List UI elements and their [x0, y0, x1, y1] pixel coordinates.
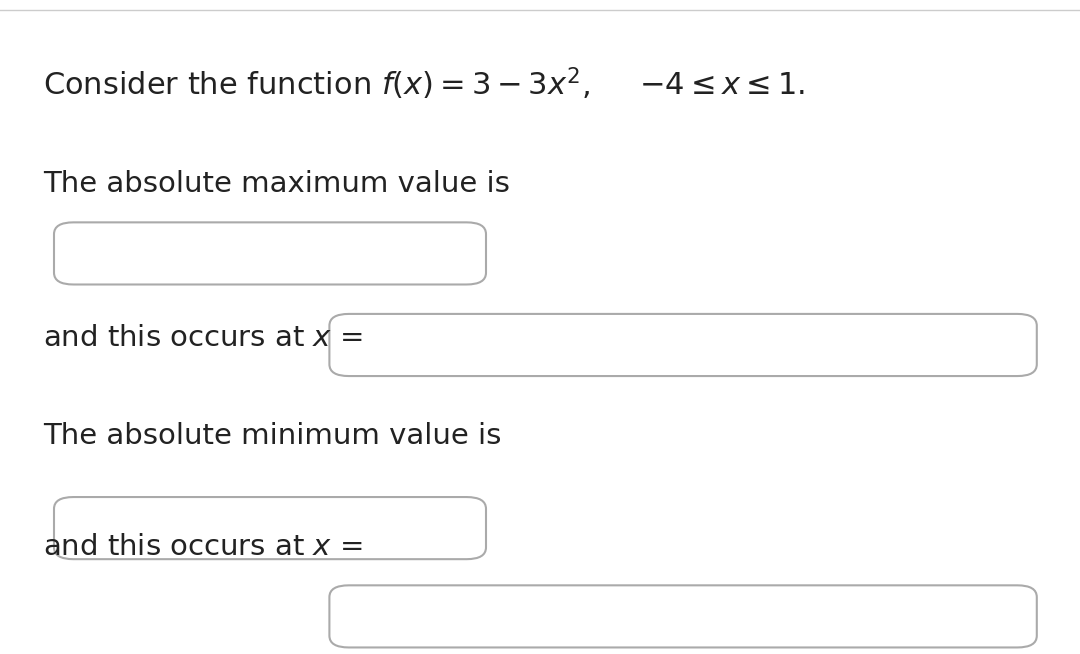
FancyBboxPatch shape	[329, 314, 1037, 376]
Text: and this occurs at $x$ =: and this occurs at $x$ =	[43, 533, 363, 561]
FancyBboxPatch shape	[329, 585, 1037, 647]
Text: The absolute minimum value is: The absolute minimum value is	[43, 422, 501, 450]
Text: Consider the function $f(x) = 3 - 3x^2$,     $-4 \leq x \leq 1.$: Consider the function $f(x) = 3 - 3x^2$,…	[43, 65, 806, 102]
Text: and this occurs at $x$ =: and this occurs at $x$ =	[43, 324, 363, 352]
FancyBboxPatch shape	[54, 497, 486, 559]
Text: The absolute maximum value is: The absolute maximum value is	[43, 170, 510, 198]
FancyBboxPatch shape	[54, 222, 486, 284]
